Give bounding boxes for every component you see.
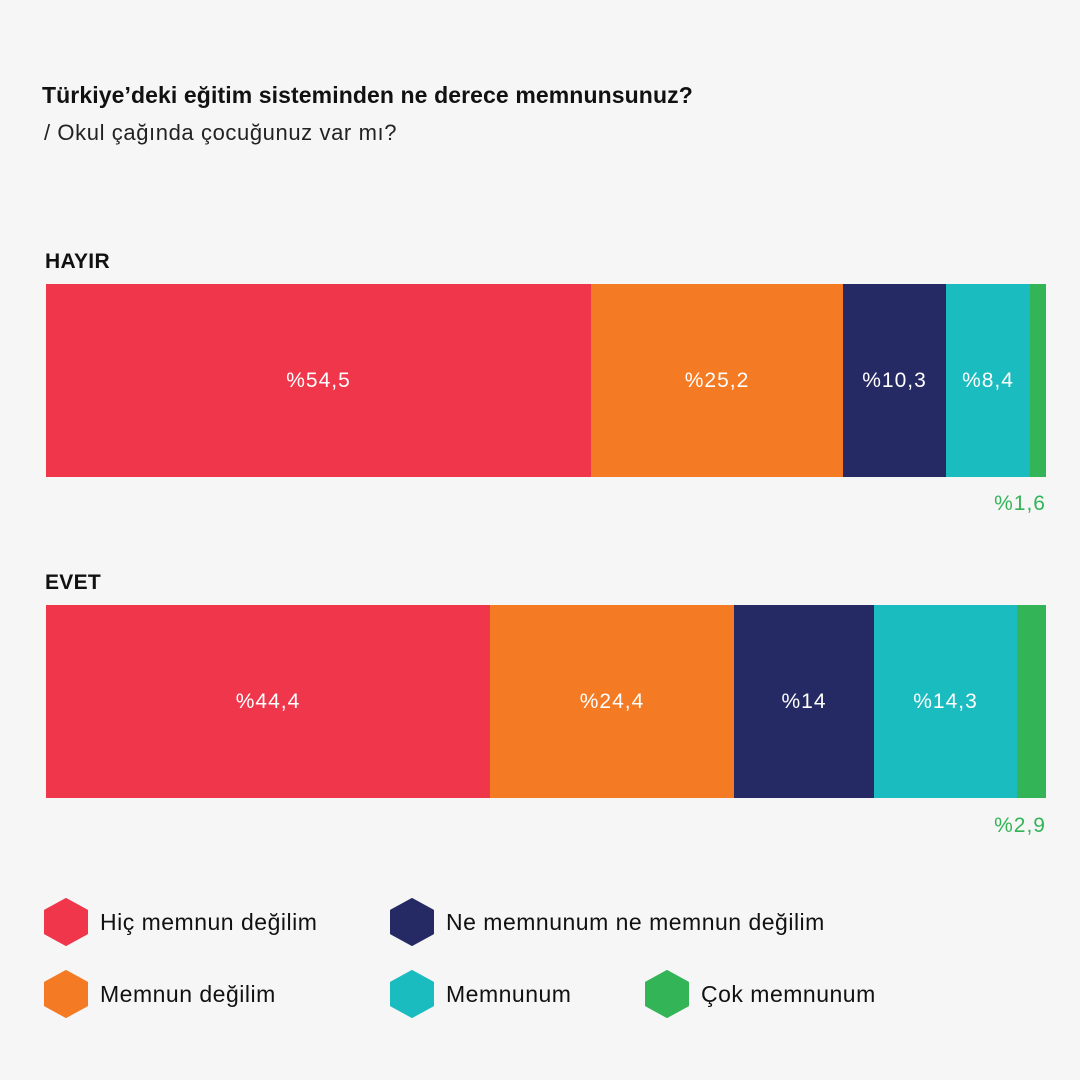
outside-value-label-hayir: %1,6 <box>994 492 1046 515</box>
bar-segment-hayir-0: %54,5 <box>46 284 591 477</box>
legend-label: Ne memnunum ne memnun değilim <box>446 908 825 935</box>
bar-segment-evet-3: %14,3 <box>874 605 1017 798</box>
stacked-bar-evet: %44,4 %24,4 %14 %14,3 <box>46 605 1046 798</box>
legend-hexagon-icon <box>390 898 434 946</box>
legend-item-4: Çok memnunum <box>645 970 876 1018</box>
legend-hexagon-icon <box>44 898 88 946</box>
bar-segment-evet-1: %24,4 <box>490 605 734 798</box>
bar-segment-hayir-1: %25,2 <box>591 284 843 477</box>
bar-segment-hayir-4 <box>1030 284 1046 477</box>
outside-value-label-evet: %2,9 <box>994 814 1046 837</box>
legend-label: Hiç memnun değilim <box>100 908 318 935</box>
legend-item-0: Hiç memnun değilim <box>44 898 317 946</box>
legend-label: Çok memnunum <box>701 980 876 1007</box>
bar-segment-evet-0: %44,4 <box>46 605 490 798</box>
group-label-evet: EVET <box>45 571 102 594</box>
bar-segment-evet-2: %14 <box>734 605 874 798</box>
legend-item-1: Memnun değilim <box>44 970 276 1018</box>
stacked-bar-hayir: %54,5 %25,2 %10,3 %8,4 <box>46 284 1046 477</box>
group-label-hayir: HAYIR <box>45 250 110 273</box>
legend-label: Memnun değilim <box>100 980 276 1007</box>
chart-title: Türkiye’deki eğitim sisteminden ne derec… <box>42 82 693 108</box>
legend-hexagon-icon <box>44 970 88 1018</box>
legend-item-2: Ne memnunum ne memnun değilim <box>390 898 825 946</box>
bar-segment-hayir-2: %10,3 <box>843 284 946 477</box>
chart-subtitle: / Okul çağında çocuğunuz var mı? <box>44 120 398 145</box>
bar-segment-hayir-3: %8,4 <box>946 284 1030 477</box>
legend-hexagon-icon <box>390 970 434 1018</box>
bar-segment-evet-4 <box>1017 605 1046 798</box>
legend-hexagon-icon <box>645 970 689 1018</box>
legend-item-3: Memnunum <box>390 970 571 1018</box>
legend-label: Memnunum <box>446 980 572 1007</box>
